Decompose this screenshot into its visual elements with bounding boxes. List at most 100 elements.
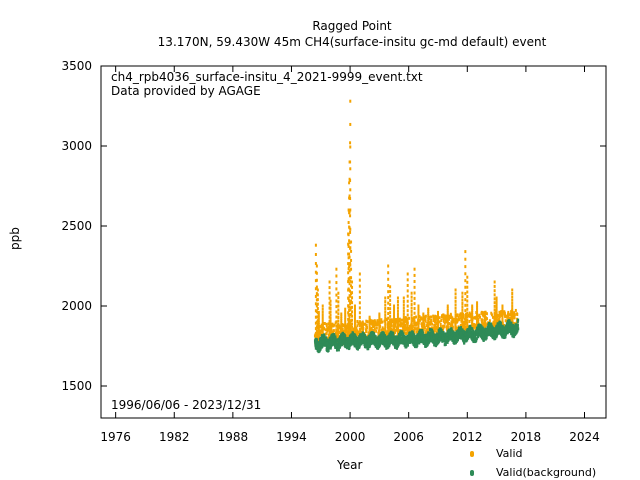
valid-point (396, 300, 399, 304)
valid-point (351, 296, 354, 300)
valid-point (317, 331, 320, 335)
legend-item-background: Valid(background) (470, 466, 596, 479)
valid-point (378, 316, 381, 320)
valid-point (415, 321, 418, 325)
valid-point (348, 282, 351, 286)
background-point (362, 337, 365, 341)
background-point (369, 339, 372, 343)
background-point (516, 324, 519, 328)
valid-point (423, 317, 426, 321)
background-point (409, 336, 412, 340)
valid-point (413, 285, 416, 289)
valid-point (335, 287, 338, 291)
valid-point (511, 295, 514, 299)
valid-point (384, 324, 387, 328)
valid-point (384, 328, 387, 332)
background-point (329, 341, 332, 345)
background-point (346, 341, 349, 345)
valid-point (347, 271, 350, 275)
background-point (415, 335, 419, 339)
valid-point (492, 315, 495, 319)
valid-point (351, 285, 354, 289)
x-tick-label-1994: 1994 (276, 430, 307, 444)
valid-point (389, 289, 392, 293)
valid-point (423, 323, 426, 327)
background-point (462, 339, 465, 343)
valid-point (410, 299, 413, 303)
background-point (508, 319, 511, 323)
background-point (370, 337, 373, 341)
background-point (473, 331, 477, 335)
background-point (317, 350, 320, 354)
valid-point (317, 318, 320, 322)
valid-point (335, 334, 338, 338)
valid-point (358, 290, 361, 294)
valid-point (349, 145, 352, 149)
valid-point (466, 285, 469, 289)
valid-point (501, 306, 504, 310)
background-point (364, 339, 367, 343)
background-point (342, 340, 345, 344)
background-point (354, 340, 357, 344)
valid-point (389, 314, 392, 318)
valid-point (406, 289, 409, 293)
valid-point (356, 332, 359, 336)
valid-point (512, 321, 515, 325)
background-point (425, 336, 428, 340)
valid-point (350, 276, 353, 280)
valid-point (347, 311, 350, 315)
background-point (367, 336, 371, 340)
valid-point (402, 299, 405, 303)
valid-point (466, 323, 469, 327)
valid-point (348, 194, 351, 198)
background-point (504, 335, 507, 339)
x-tick-label-2024: 2024 (569, 430, 600, 444)
background-point (320, 344, 323, 348)
y-tick-label-3500: 3500 (61, 59, 92, 73)
background-point (408, 340, 411, 344)
valid-point (357, 321, 360, 325)
valid-point (384, 316, 387, 320)
valid-point (454, 310, 457, 314)
background-point (355, 339, 358, 343)
background-point (489, 322, 492, 326)
valid-point (344, 313, 347, 317)
valid-point (385, 332, 388, 336)
valid-point (349, 160, 352, 164)
valid-point (344, 310, 347, 314)
background-point (333, 335, 336, 339)
valid-point (502, 310, 505, 314)
valid-point (420, 322, 423, 326)
background-point (368, 334, 371, 338)
valid-point (384, 296, 387, 300)
valid-point (478, 313, 481, 317)
valid-point (360, 326, 363, 330)
valid-point (365, 327, 368, 331)
valid-point (328, 280, 331, 284)
valid-point (436, 316, 439, 320)
valid-point (317, 313, 320, 317)
valid-point (408, 316, 411, 320)
background-point (490, 325, 493, 329)
background-point (477, 335, 480, 339)
background-point (419, 329, 422, 333)
valid-point (422, 317, 425, 321)
background-point (411, 339, 414, 343)
valid-point (454, 288, 457, 292)
background-point (386, 335, 389, 339)
background-point (341, 333, 344, 337)
background-point (346, 340, 349, 344)
valid-point (474, 316, 477, 320)
valid-point (390, 318, 393, 322)
valid-point (314, 294, 317, 298)
valid-point (353, 329, 356, 333)
background-point (487, 321, 491, 325)
background-point (348, 340, 352, 344)
valid-point (337, 322, 340, 326)
background-point (317, 341, 320, 345)
background-point (435, 342, 438, 346)
background-point (429, 339, 432, 343)
valid-point (443, 317, 446, 321)
valid-point (375, 323, 378, 327)
valid-point (398, 319, 401, 323)
